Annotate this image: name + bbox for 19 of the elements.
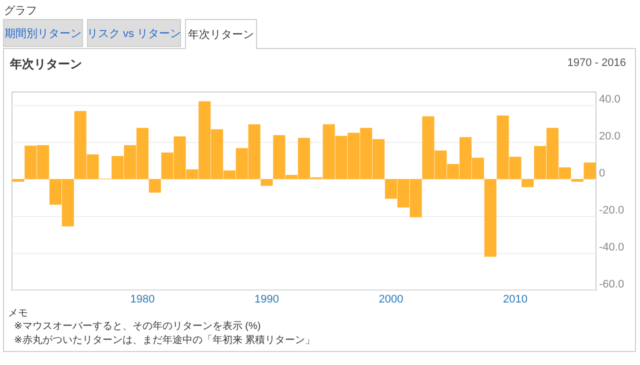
- text: 期間別リターン: [4, 26, 82, 40]
- text: ※マウスオーバーすると、その年のリターンを表示 (%): [14, 321, 261, 332]
- y-tick-label: -40.0: [599, 241, 624, 254]
- chart-subtitle: 1970 - 2016: [567, 57, 626, 69]
- y-tick-label: 20.0: [599, 130, 620, 142]
- x-tick-label: 2000: [378, 294, 404, 306]
- text: メモ: [8, 308, 28, 319]
- x-tick-label: 1980: [130, 294, 155, 306]
- y-tick-label: 0: [599, 167, 606, 180]
- y-tick-label: -60.0: [599, 278, 624, 290]
- x-tick-label: 1990: [254, 294, 279, 306]
- y-tick-label: -20.0: [599, 204, 624, 216]
- text: 年次リターン: [188, 28, 254, 42]
- text: ※赤丸がついたリターンは、まだ年途中の「年初来 累積リターン」: [14, 335, 316, 346]
- x-tick-label: 2010: [502, 294, 528, 306]
- text: グラフ: [4, 5, 37, 17]
- text: リスク vs リターン: [86, 26, 182, 40]
- y-tick-label: 40.0: [599, 93, 620, 106]
- chart-title: 年次リターン: [10, 57, 82, 71]
